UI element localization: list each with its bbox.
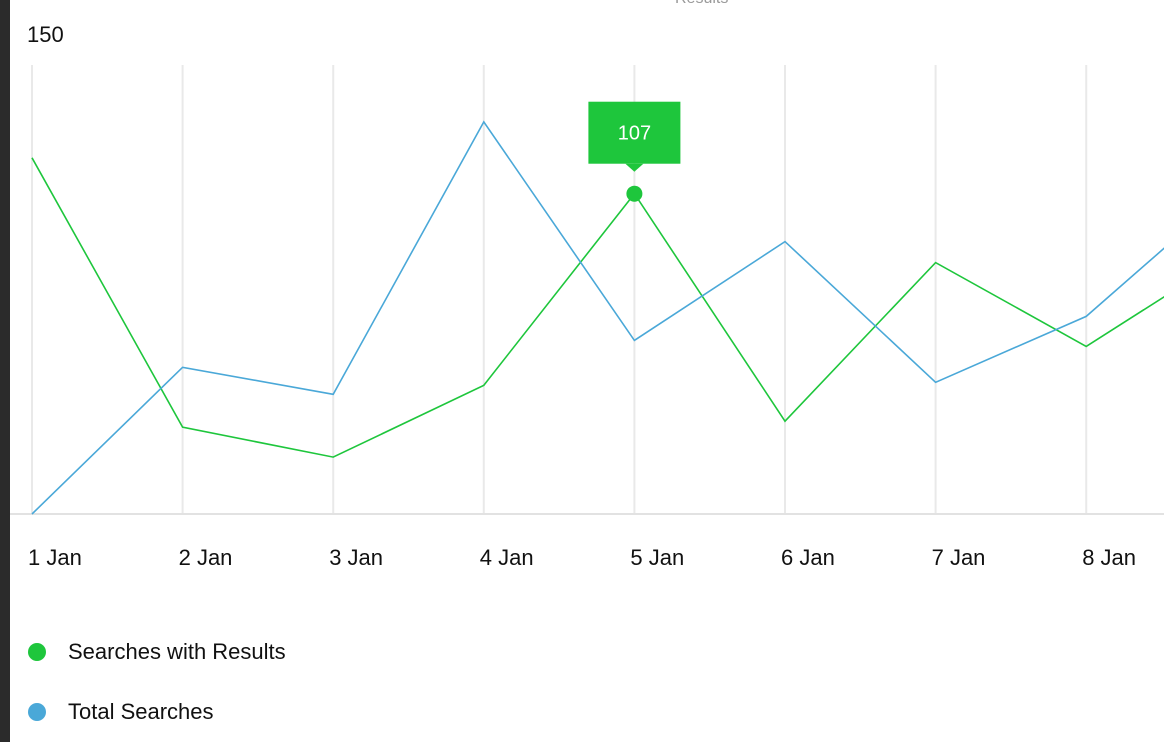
legend-label: Total Searches — [68, 699, 214, 724]
legend-dot-icon — [28, 703, 46, 721]
chart-panel: Results 150 107 1 Jan 2 Jan 3 Jan 4 Jan 5 Ja… — [10, 0, 1164, 742]
series-line-0[interactable] — [31, 157, 1164, 458]
y-axis-max-label: 150 — [27, 22, 64, 47]
grid-lines — [10, 65, 1164, 515]
x-tick-label: 5 Jan — [630, 545, 684, 570]
x-axis-ticks: 1 Jan 2 Jan 3 Jan 4 Jan 5 Jan 6 Jan 7 Jan 8 Jan… — [28, 545, 1136, 570]
legend-item-total-searches[interactable]: Total Searches — [28, 694, 286, 730]
tooltip: 107 — [588, 101, 681, 202]
x-tick-label: 4 Jan — [480, 545, 534, 570]
x-tick-label: 6 Jan — [781, 545, 835, 570]
x-tick-label: 2 Jan — [179, 545, 233, 570]
tooltip-pointer — [625, 163, 644, 172]
highlighted-point[interactable] — [626, 185, 643, 202]
series-line-1[interactable] — [31, 120, 1164, 515]
legend-dot-icon — [28, 643, 46, 661]
x-tick-label: 1 Jan — [28, 545, 82, 570]
legend-label: Searches with Results — [68, 639, 286, 664]
x-tick-label: 3 Jan — [329, 545, 383, 570]
x-tick-label: 7 Jan — [932, 545, 986, 570]
x-tick-label: 8 Jan — [1082, 545, 1136, 570]
tooltip-box — [588, 101, 681, 164]
line-chart: 107 1 Jan 2 Jan 3 Jan 4 Jan 5 Jan 6 Jan 7 Jan 8… — [10, 65, 1164, 570]
results-label: Results — [675, 0, 728, 8]
legend: Searches with Results Total Searches — [28, 634, 286, 742]
series-lines — [31, 120, 1164, 515]
legend-item-searches-with-results[interactable]: Searches with Results — [28, 634, 286, 670]
tooltip-value: 107 — [618, 123, 651, 145]
